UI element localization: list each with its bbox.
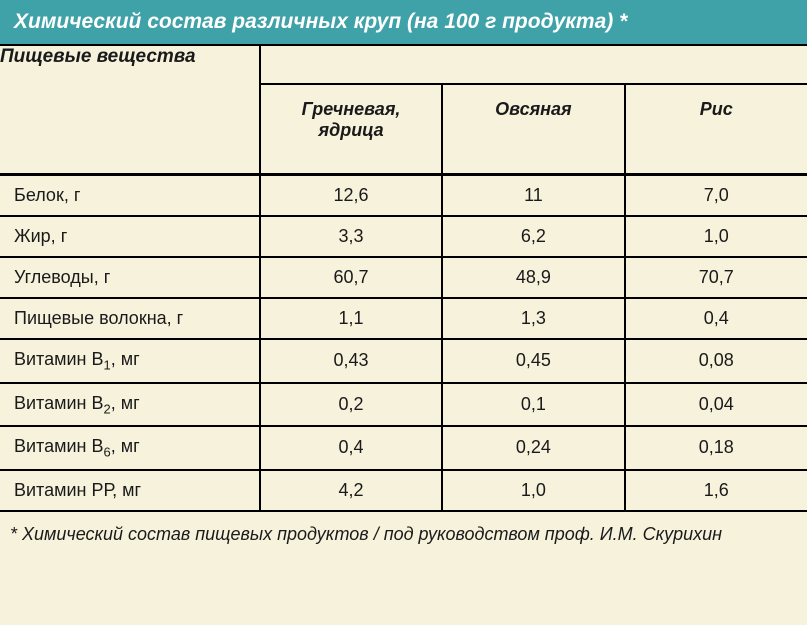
cell-value: 1,3 (442, 298, 624, 339)
table-title: Химический состав различных круп (на 100… (0, 0, 807, 46)
cell-value: 0,2 (260, 383, 442, 427)
row-label: Витамин В1, мг (0, 339, 260, 383)
cell-value: 0,04 (625, 383, 807, 427)
row-label: Витамин В2, мг (0, 383, 260, 427)
cell-value: 12,6 (260, 175, 442, 217)
footnote: * Химический состав пищевых продуктов / … (0, 512, 807, 557)
cell-value: 70,7 (625, 257, 807, 298)
table-row: Витамин РР, мг4,21,01,6 (0, 470, 807, 511)
cell-value: 11 (442, 175, 624, 217)
table-row: Жир, г3,36,21,0 (0, 216, 807, 257)
cell-value: 0,1 (442, 383, 624, 427)
cell-value: 48,9 (442, 257, 624, 298)
cell-value: 0,18 (625, 426, 807, 470)
cell-value: 60,7 (260, 257, 442, 298)
col-header-1: Овсяная (442, 84, 624, 175)
col-header-1-line1: Овсяная (495, 99, 572, 119)
table-row: Пищевые волокна, г1,11,30,4 (0, 298, 807, 339)
composition-table: Пищевые вещества Гречневая, ядрица Овсян… (0, 46, 807, 512)
cell-value: 0,08 (625, 339, 807, 383)
cell-value: 0,43 (260, 339, 442, 383)
row-label: Пищевые волокна, г (0, 298, 260, 339)
cell-value: 4,2 (260, 470, 442, 511)
cell-value: 1,6 (625, 470, 807, 511)
cell-value: 0,45 (442, 339, 624, 383)
cell-value: 0,4 (625, 298, 807, 339)
cell-value: 7,0 (625, 175, 807, 217)
row-label: Витамин РР, мг (0, 470, 260, 511)
data-body: Белок, г12,6117,0Жир, г3,36,21,0Углеводы… (0, 175, 807, 511)
row-label: Белок, г (0, 175, 260, 217)
table-row: Белок, г12,6117,0 (0, 175, 807, 217)
corner-label: Пищевые вещества (0, 46, 260, 175)
cell-value: 6,2 (442, 216, 624, 257)
row-label: Углеводы, г (0, 257, 260, 298)
header-row: Пищевые вещества (0, 46, 807, 84)
cell-value: 0,24 (442, 426, 624, 470)
col-header-0-line2: ядрица (318, 120, 383, 140)
cell-value: 0,4 (260, 426, 442, 470)
row-label: Жир, г (0, 216, 260, 257)
cell-value: 1,0 (442, 470, 624, 511)
col-header-0: Гречневая, ядрица (260, 84, 442, 175)
table-row: Витамин В2, мг0,20,10,04 (0, 383, 807, 427)
col-header-2: Рис (625, 84, 807, 175)
cell-value: 1,1 (260, 298, 442, 339)
table-row: Углеводы, г60,748,970,7 (0, 257, 807, 298)
cell-value: 1,0 (625, 216, 807, 257)
row-label: Витамин В6, мг (0, 426, 260, 470)
col-header-2-line1: Рис (700, 99, 733, 119)
cell-value: 3,3 (260, 216, 442, 257)
col-header-0-line1: Гречневая, (302, 99, 401, 119)
nutrition-table-page: Химический состав различных круп (на 100… (0, 0, 807, 625)
table-row: Витамин В6, мг0,40,240,18 (0, 426, 807, 470)
table-row: Витамин В1, мг0,430,450,08 (0, 339, 807, 383)
